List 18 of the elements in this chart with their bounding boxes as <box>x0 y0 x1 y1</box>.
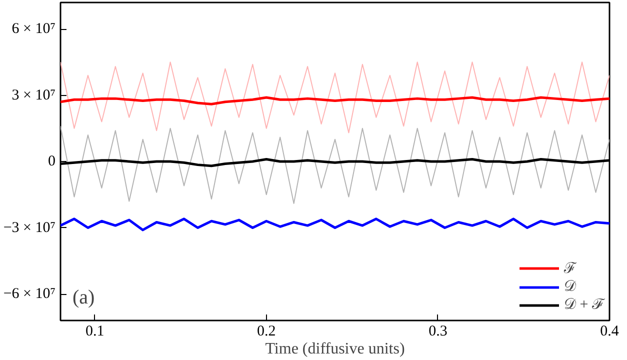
y-tick-label: −3 × 10⁷ <box>3 220 56 236</box>
y-tick-label: −6 × 10⁷ <box>3 286 56 302</box>
x-tick-label: 0.1 <box>85 324 104 340</box>
y-tick-label: 3 × 10⁷ <box>12 87 56 104</box>
x-tick-label: 0.3 <box>428 324 448 340</box>
legend-label: ℱ <box>564 260 578 278</box>
y-tick-label: 6 × 10⁷ <box>12 21 56 37</box>
legend-label: 𝒟 <box>564 278 578 296</box>
legend-label: 𝒟 + ℱ <box>564 296 603 314</box>
line-series <box>60 126 610 204</box>
x-tick-label: 0.2 <box>257 324 276 340</box>
y-tick-label: 0 <box>48 154 56 170</box>
x-axis-title: Time (diffusive units) <box>265 340 405 358</box>
line-series <box>60 62 610 134</box>
annotation: (a) <box>72 286 95 308</box>
x-tick-label: 0.4 <box>600 324 620 340</box>
line-series <box>60 96 610 106</box>
line-series <box>60 218 610 232</box>
